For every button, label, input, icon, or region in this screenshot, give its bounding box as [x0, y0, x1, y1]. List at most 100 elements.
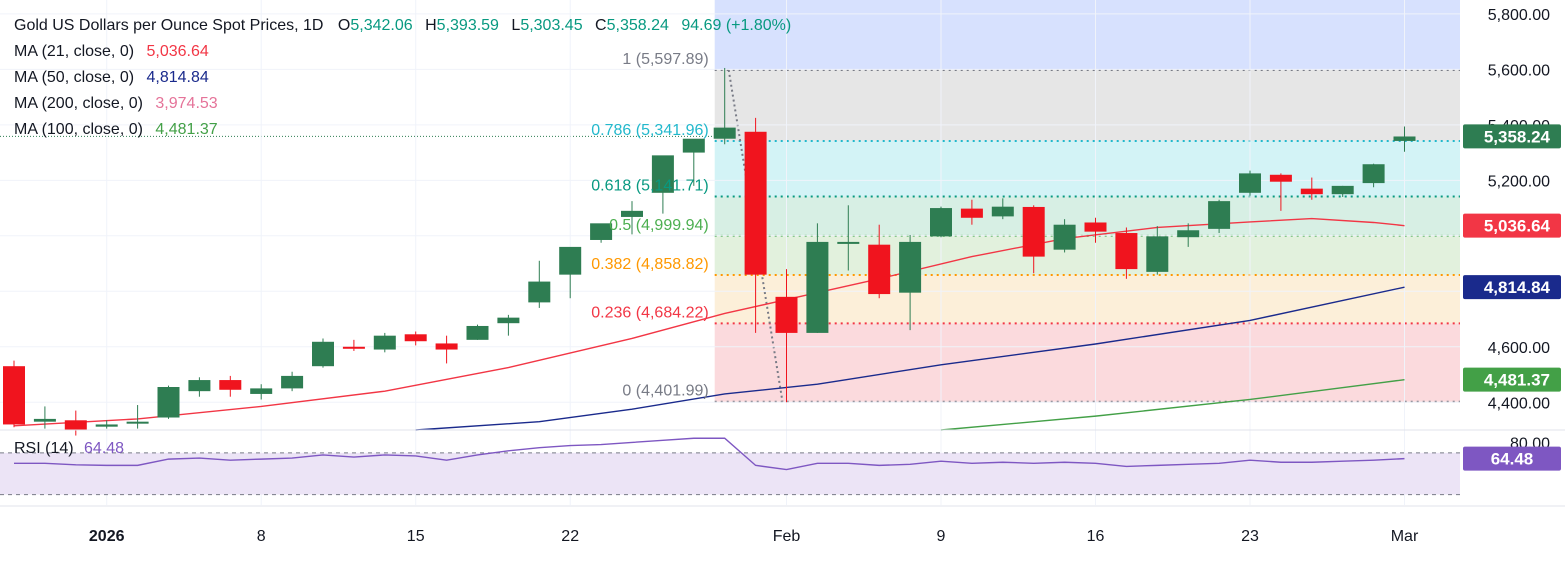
candle-body [157, 387, 180, 418]
candle-body [404, 334, 427, 342]
rsi-value: 64.48 [84, 440, 125, 457]
time-tick-label: Feb [773, 528, 801, 545]
fib-label: 0.5 (4,999.94) [609, 217, 709, 234]
candle-body [960, 208, 983, 218]
candle-body [1362, 164, 1385, 184]
time-tick-label: 2026 [89, 528, 125, 545]
candle-body [33, 418, 56, 422]
candle-body [744, 131, 767, 275]
ma-line [13, 217, 1405, 427]
candle-body [1239, 173, 1261, 193]
fib-zone-top [714, 0, 1460, 70]
price-badge-label: 5,358.24 [1484, 127, 1551, 146]
fib-label: 0.382 (4,858.82) [591, 256, 708, 273]
fib-zones [0, 0, 1460, 403]
ma-line [940, 378, 1405, 431]
rsi-badge-label: 64.48 [1491, 450, 1534, 469]
candle-body [1053, 224, 1076, 250]
candle-body [899, 241, 922, 293]
rsi-line [14, 437, 1405, 471]
candle-body [621, 210, 643, 217]
open-value: 5,342.06 [350, 17, 413, 34]
candle-body [1208, 201, 1231, 229]
candle-body [837, 241, 860, 244]
close-value: 5,358.24 [606, 17, 669, 34]
ma-legend-row[interactable]: MA (200, close, 0) 3,974.53 [14, 91, 791, 117]
low-value: 5,303.45 [520, 17, 583, 34]
candle-body [775, 296, 798, 333]
grid [0, 0, 1460, 505]
change-value: 94.69 (+1.80%) [681, 17, 792, 34]
price-badge-label: 5,036.64 [1484, 217, 1551, 236]
high-label: H [425, 17, 437, 34]
fib-label: 1 (5,597.89) [622, 51, 708, 68]
price-tick-label: 4,600.00 [1488, 340, 1550, 357]
price-tick-label: 4,400.00 [1488, 395, 1550, 412]
time-tick-label: 8 [257, 528, 266, 545]
candle-body [3, 366, 25, 425]
chart-legend: Gold US Dollars per Ounce Spot Prices, 1… [14, 13, 791, 143]
time-tick-label: 15 [407, 528, 425, 545]
time-tick-label: 23 [1241, 528, 1259, 545]
time-tick-label: 16 [1087, 528, 1105, 545]
ma-value: 3,974.53 [155, 95, 218, 112]
candle-body [219, 380, 242, 390]
ma-legend-row[interactable]: MA (21, close, 0) 5,036.64 [14, 39, 791, 65]
fib-label: 0.618 (5,141.71) [591, 177, 708, 194]
rsi-label: RSI (14) [14, 440, 74, 457]
time-tick-label: Mar [1391, 528, 1419, 545]
candle-body [590, 223, 613, 240]
candle-body [1300, 188, 1323, 195]
candle-body [250, 388, 273, 394]
candle-body [373, 335, 396, 350]
ma-line [415, 286, 1405, 431]
candle-body [1115, 233, 1138, 270]
candle-body [1022, 206, 1045, 257]
candle-body [1393, 136, 1416, 141]
fib-label: 0.786 (5,341.96) [591, 122, 708, 139]
price-badge [1463, 367, 1561, 392]
candle-body [713, 127, 736, 139]
ma-label: MA (50, close, 0) [14, 69, 135, 86]
ma-value: 5,036.64 [146, 43, 209, 60]
open-label: O [337, 17, 351, 34]
candles [3, 67, 1416, 436]
price-tick-label: 5,600.00 [1488, 62, 1550, 79]
fib-zone [714, 323, 1460, 402]
rsi-legend[interactable]: RSI (14) 64.48 [14, 440, 124, 458]
ma-label: MA (21, close, 0) [14, 43, 135, 60]
fib-zone [714, 69, 1460, 141]
candle-body [559, 246, 582, 275]
fib-zone [714, 274, 1460, 324]
ma-legend-row[interactable]: MA (100, close, 0) 4,481.37 [14, 117, 791, 143]
time-axis: 2026 8 15 22 Feb 9 16 23 Mar [0, 505, 1565, 545]
price-tick-label: 5,800.00 [1488, 7, 1550, 24]
candle-body [435, 343, 458, 350]
candle-body [682, 138, 705, 153]
candle-body [1269, 174, 1292, 182]
candle-body [466, 325, 489, 340]
candle-body [188, 380, 211, 392]
price-badge [1463, 213, 1561, 238]
candle-body [1146, 236, 1169, 272]
candle-body [1177, 230, 1200, 238]
candle-body [126, 421, 149, 424]
time-tick-label: 22 [561, 528, 579, 545]
high-value: 5,393.59 [436, 17, 499, 34]
candle-body [1331, 185, 1354, 195]
price-badge-label: 4,814.84 [1484, 278, 1551, 297]
candle-body [868, 244, 891, 295]
fib-label: 0 (4,401.99) [622, 383, 708, 400]
ma-legend-row[interactable]: MA (50, close, 0) 4,814.84 [14, 65, 791, 91]
time-tick-label: 9 [937, 528, 946, 545]
fib-labels: 1 (5,597.89) 0.786 (5,341.96) 0.618 (5,141… [591, 51, 708, 400]
candle-body [497, 317, 520, 324]
price-badge [1463, 275, 1561, 300]
candle-body [806, 241, 829, 333]
candle-body [281, 375, 304, 389]
candle-body [312, 341, 334, 367]
candle-body [930, 208, 952, 237]
